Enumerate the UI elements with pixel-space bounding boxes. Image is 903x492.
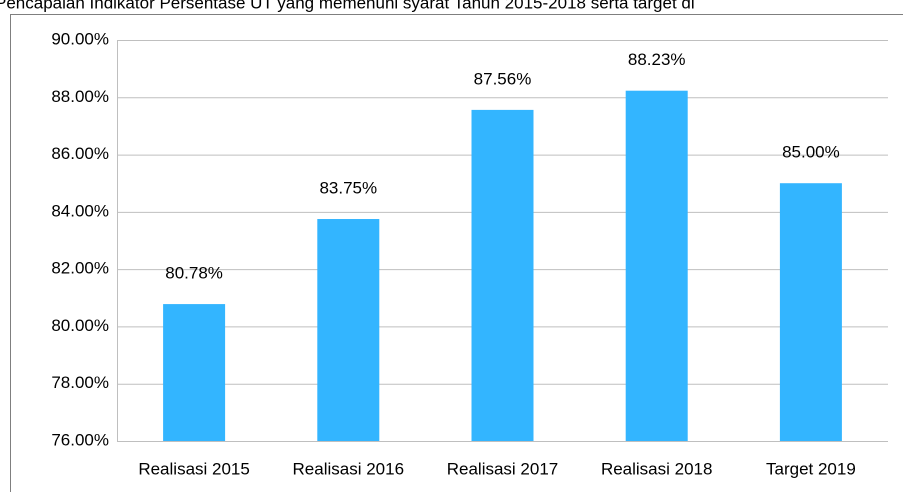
y-tick-label: 76.00% <box>51 430 109 449</box>
chart-title: Pencapaian Indikator Persentase UT yang … <box>0 0 695 12</box>
bar <box>317 219 380 441</box>
bar <box>471 109 534 441</box>
bar <box>163 304 226 441</box>
bar <box>779 183 842 441</box>
x-tick-label: Realisasi 2015 <box>138 459 250 478</box>
y-tick-label: 86.00% <box>51 144 109 163</box>
y-tick-label: 84.00% <box>51 201 109 220</box>
x-tick-label: Realisasi 2016 <box>293 459 405 478</box>
x-tick-label: Target 2019 <box>766 459 856 478</box>
data-label: 85.00% <box>782 143 840 162</box>
y-tick-label: 88.00% <box>51 87 109 106</box>
chart-frame <box>10 14 903 492</box>
x-tick-label: Realisasi 2018 <box>601 459 713 478</box>
data-label: 87.56% <box>474 69 532 88</box>
x-tick-label: Realisasi 2017 <box>447 459 559 478</box>
bar <box>625 90 688 441</box>
y-tick-label: 90.00% <box>51 29 109 48</box>
y-tick-label: 78.00% <box>51 373 109 392</box>
data-label: 88.23% <box>628 50 686 69</box>
y-tick-label: 82.00% <box>51 259 109 278</box>
y-tick-label: 80.00% <box>51 316 109 335</box>
data-label: 83.75% <box>319 179 377 198</box>
data-label: 80.78% <box>165 264 223 283</box>
